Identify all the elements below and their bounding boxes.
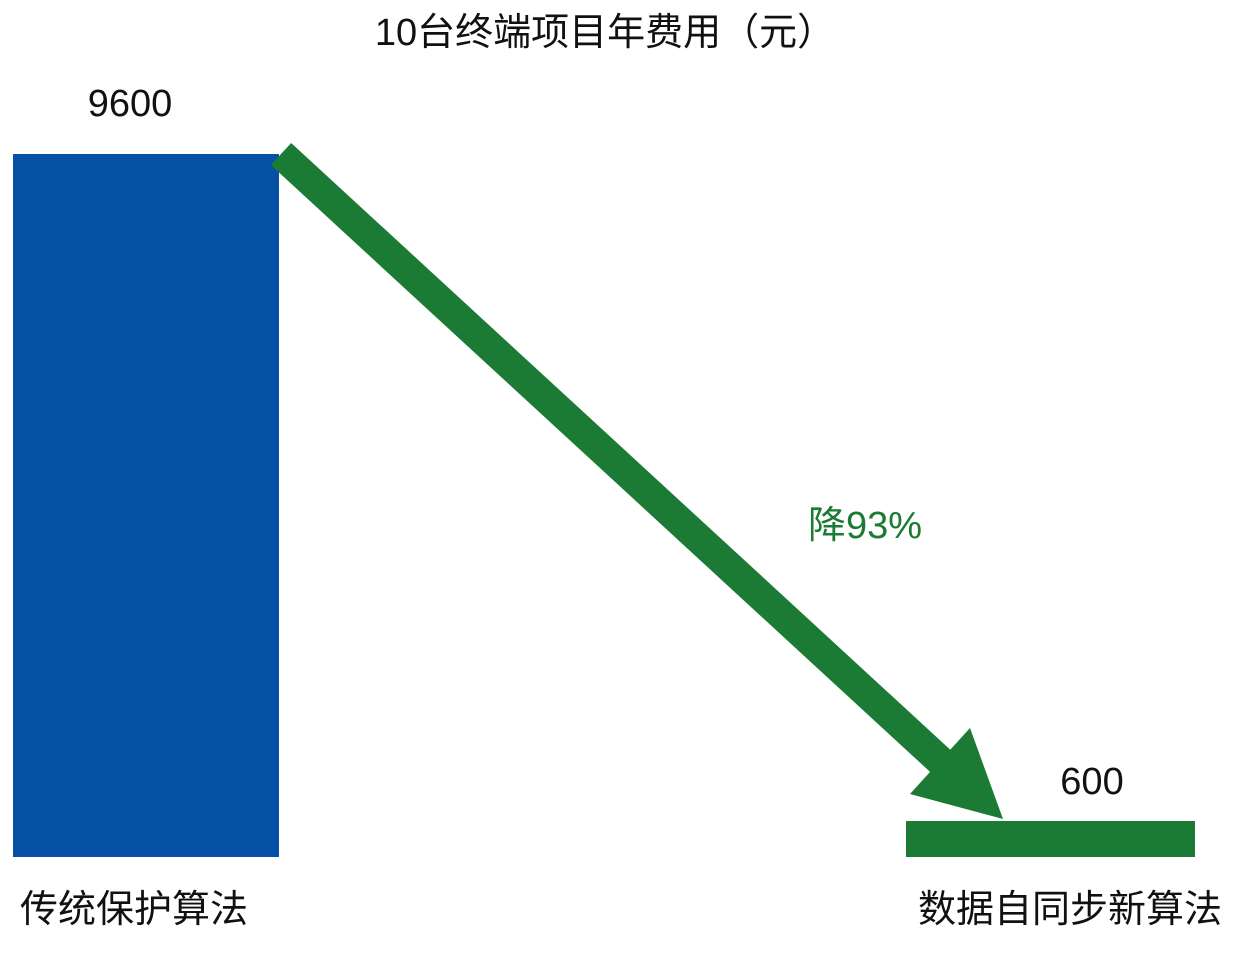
decline-arrow-head [910, 728, 1003, 819]
chart-title: 10台终端项目年费用（元） [374, 12, 836, 54]
bar-traditional-algorithm [13, 154, 279, 857]
decline-annotation: 降93% [808, 505, 923, 547]
category-label-new-algorithm: 数据自同步新算法 [918, 889, 1223, 931]
category-label-traditional: 传统保护算法 [20, 889, 249, 931]
value-label-new-algorithm: 600 [1060, 761, 1124, 803]
value-label-traditional: 9600 [87, 83, 173, 125]
bar-new-algorithm [906, 821, 1195, 857]
decline-arrow-shaft [270, 142, 959, 780]
